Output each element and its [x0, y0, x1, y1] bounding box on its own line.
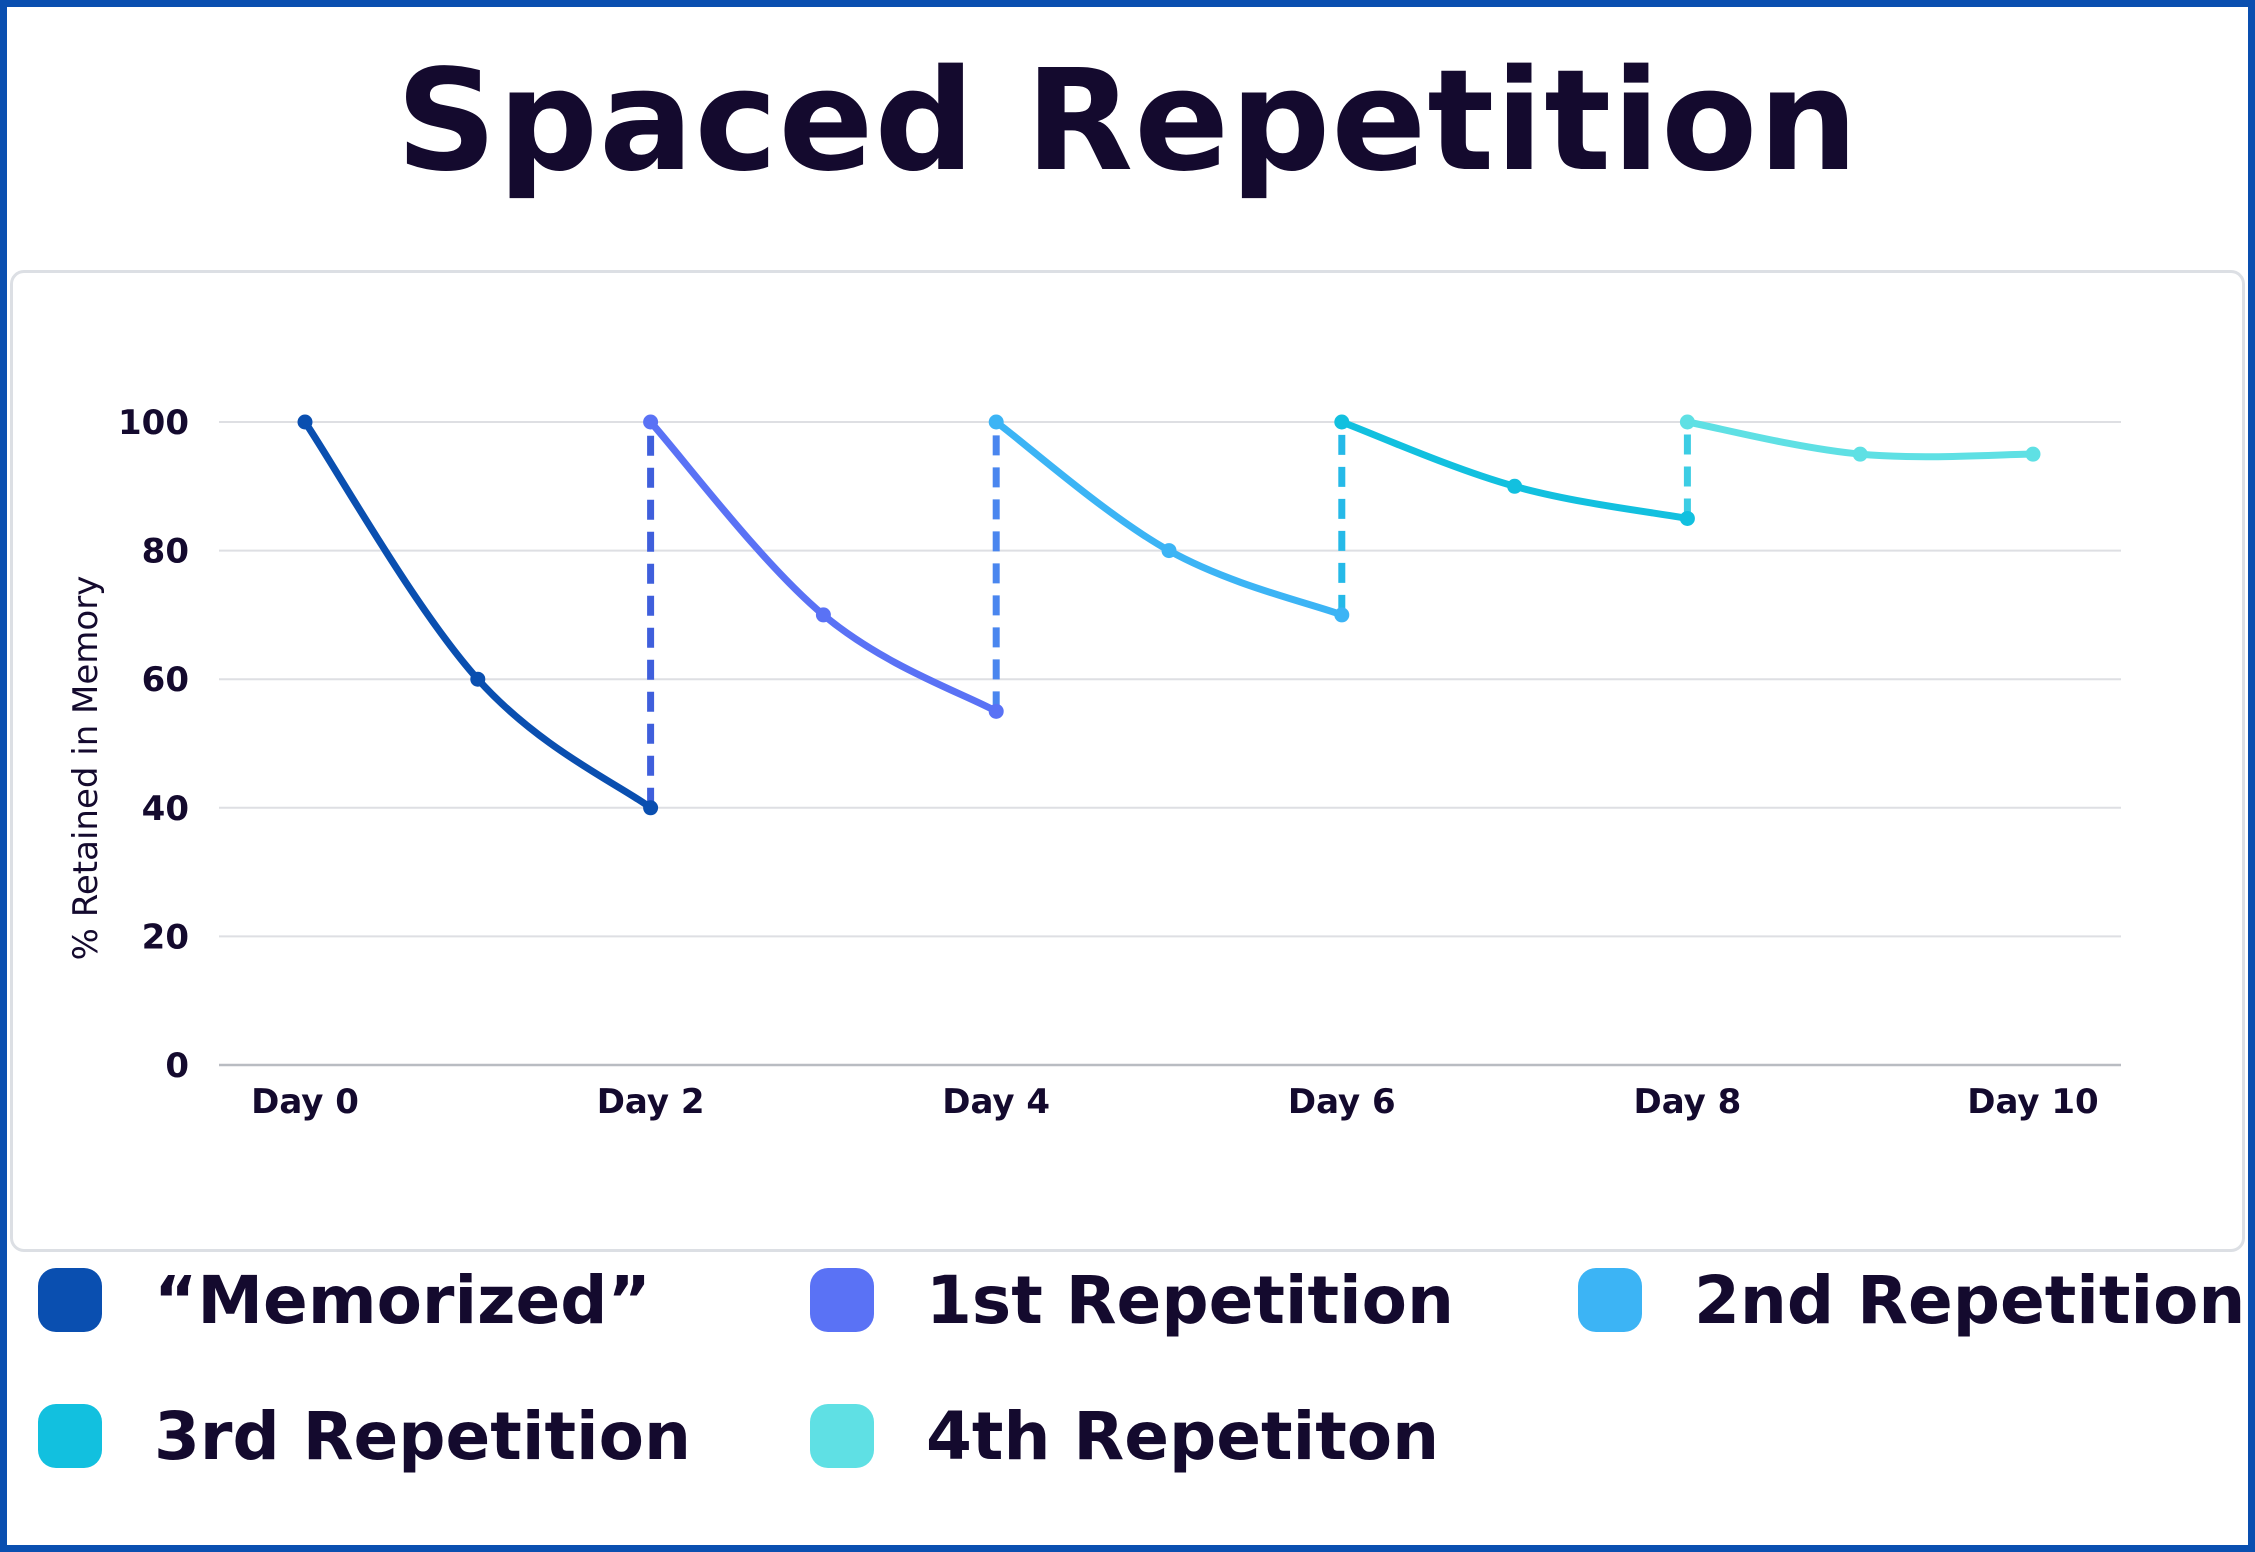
- data-point: [643, 414, 659, 430]
- data-point: [1852, 446, 1868, 462]
- data-point: [470, 671, 486, 687]
- data-point: [1679, 510, 1695, 526]
- x-tick-label: Day 10: [1967, 1082, 2098, 1122]
- y-axis-label: % Retained in Memory: [66, 576, 106, 961]
- data-point: [297, 414, 313, 430]
- series-2: [643, 414, 1004, 719]
- legend-item-3rd-repetition: 3rd Repetition: [38, 1396, 691, 1476]
- series-line: [1338, 418, 1691, 522]
- data-point: [2025, 446, 2041, 462]
- legend-label-2nd-repetition: 2nd Repetition: [1694, 1261, 2246, 1339]
- data-point: [1507, 478, 1523, 494]
- data-point: [1161, 543, 1177, 559]
- plot-panel: 0 20 40 60 80 100 Day 0 Day 2 Day 4 Day 6 Day 8 Day…: [10, 270, 2245, 1252]
- legend-swatch-memorized: [38, 1268, 102, 1332]
- x-tick-label: Day 2: [597, 1082, 705, 1122]
- series-5: [1679, 414, 2041, 462]
- series-line: [301, 418, 655, 812]
- legend-label-1st-repetition: 1st Repetition: [926, 1261, 1454, 1339]
- series-3: [988, 414, 1350, 623]
- legend-label-4th-repetition: 4th Repetiton: [926, 1397, 1440, 1475]
- legend: “Memorized” 1st Repetition 2nd Repetitio…: [0, 1260, 2255, 1545]
- legend-swatch-3rd-repetition: [38, 1404, 102, 1468]
- series-1: [297, 414, 659, 816]
- line-chart: 0 20 40 60 80 100 Day 0 Day 2 Day 4 Day 6 Day 8 Day…: [66, 403, 2121, 1122]
- legend-item-memorized: “Memorized”: [38, 1260, 651, 1340]
- data-point: [1334, 414, 1350, 430]
- x-tick-label: Day 4: [942, 1082, 1050, 1122]
- y-tick-label: 80: [142, 532, 189, 572]
- data-point: [1679, 414, 1695, 430]
- y-tick-label: 20: [142, 917, 189, 957]
- x-tick-label: Day 6: [1288, 1082, 1396, 1122]
- x-tick-label: Day 0: [251, 1082, 359, 1122]
- y-tick-label: 100: [118, 403, 189, 443]
- legend-swatch-4th-repetition: [810, 1404, 874, 1468]
- y-tick-label: 0: [165, 1046, 189, 1086]
- chart-title: Spaced Repetition: [395, 40, 1859, 203]
- y-tick-label: 60: [142, 660, 189, 700]
- legend-swatch-1st-repetition: [810, 1268, 874, 1332]
- legend-swatch-2nd-repetition: [1578, 1268, 1642, 1332]
- y-tick-label: 40: [142, 789, 189, 829]
- series-line: [992, 418, 1346, 619]
- data-point: [643, 800, 659, 816]
- legend-label-memorized: “Memorized”: [154, 1261, 651, 1339]
- legend-item-2nd-repetition: 2nd Repetition: [1578, 1260, 2245, 1340]
- series-4: [1334, 414, 1695, 526]
- data-point: [1334, 607, 1350, 623]
- data-point: [988, 414, 1004, 430]
- data-point: [815, 607, 831, 623]
- series-line: [647, 418, 1000, 715]
- legend-item-4th-repetition: 4th Repetiton: [810, 1396, 1439, 1476]
- data-point: [988, 703, 1004, 719]
- x-tick-label: Day 8: [1634, 1082, 1742, 1122]
- legend-item-1st-repetition: 1st Repetition: [810, 1260, 1454, 1340]
- legend-label-3rd-repetition: 3rd Repetition: [154, 1397, 691, 1475]
